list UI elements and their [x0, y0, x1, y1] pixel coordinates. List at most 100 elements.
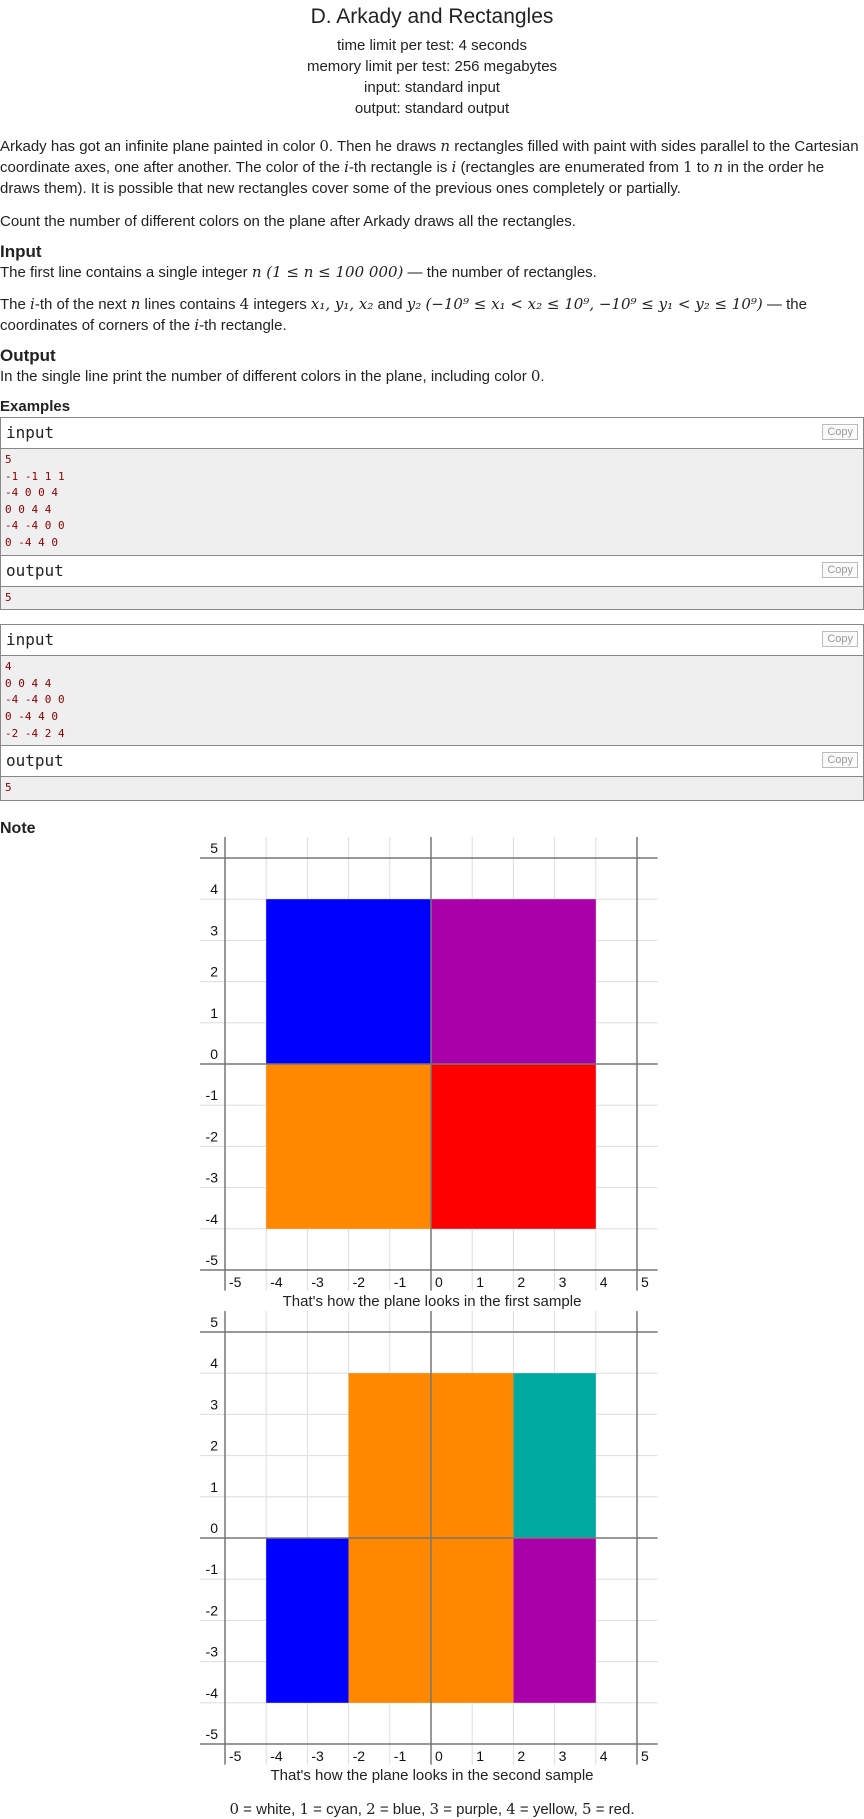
- text: lines contains: [140, 296, 240, 313]
- y-tick-label: 5: [210, 840, 218, 856]
- y-tick-label: -4: [206, 1685, 219, 1701]
- colored-rectangle: [513, 1538, 596, 1703]
- colored-rectangle: [266, 1538, 349, 1703]
- math: i: [194, 316, 200, 334]
- x-tick-label: -2: [353, 1748, 366, 1764]
- legend-text: = blue,: [375, 1801, 430, 1818]
- y-tick-label: -5: [206, 1726, 219, 1742]
- math: n: [713, 158, 724, 176]
- math: 1: [683, 158, 693, 176]
- examples-heading: Examples: [0, 398, 71, 415]
- colored-rectangle: [513, 1373, 596, 1538]
- legend-num: 4: [506, 1800, 516, 1818]
- copy-button[interactable]: Copy: [822, 561, 858, 578]
- memory-limit: memory limit per test: 256 megabytes: [306, 58, 558, 75]
- x-tick-label: -5: [229, 1274, 242, 1290]
- x-tick-label: -3: [311, 1274, 324, 1290]
- text: integers: [249, 296, 311, 313]
- legend-num: 5: [582, 1800, 592, 1818]
- copy-button[interactable]: Copy: [822, 424, 858, 440]
- example-1-input-header: input Copy: [1, 418, 863, 449]
- y-tick-label: 1: [210, 1479, 218, 1495]
- example-1-output-header: output Copy: [1, 555, 863, 587]
- x-tick-label: 3: [559, 1748, 567, 1764]
- example-2-input[interactable]: 4 0 0 4 4 -4 -4 0 0 0 -4 4 0 -2 -4 2 4: [1, 656, 863, 747]
- output-section: Output In the single line print the numb…: [0, 346, 864, 387]
- math: n: [440, 137, 451, 155]
- legend-text: = red.: [591, 1801, 635, 1818]
- text: Arkady has got an infinite plane painted…: [0, 138, 320, 155]
- x-tick-label: -4: [270, 1748, 283, 1764]
- y-tick-label: -2: [206, 1602, 219, 1618]
- text: (rectangles are enumerated from: [456, 159, 684, 176]
- legend-num: 0: [229, 1800, 240, 1818]
- input-heading: Input: [0, 242, 42, 261]
- y-tick-label: 1: [210, 1005, 218, 1021]
- example-2-output[interactable]: 5: [1, 777, 863, 800]
- input-label: input: [6, 423, 55, 442]
- math: i: [451, 158, 457, 176]
- color-legend: 0 = white, 1 = cyan, 2 = blue, 3 = purpl…: [0, 1800, 864, 1818]
- example-2-output-header: output Copy: [1, 746, 863, 778]
- y-tick-label: -5: [206, 1252, 219, 1268]
- colored-rectangle: [266, 1064, 431, 1229]
- math: y₂: [406, 295, 422, 313]
- input-section: Input The first line contains a single i…: [0, 242, 864, 336]
- note-heading: Note: [0, 820, 36, 837]
- problem-title: D. Arkady and Rectangles: [310, 5, 554, 28]
- legend-num: 3: [429, 1800, 440, 1818]
- x-tick-label: 5: [641, 1748, 649, 1764]
- copy-button[interactable]: Copy: [822, 631, 858, 648]
- example-1-output[interactable]: 5: [1, 586, 863, 610]
- y-tick-label: 3: [210, 1396, 218, 1412]
- y-tick-label: -1: [206, 1561, 219, 1577]
- legend-num: 2: [366, 1800, 376, 1818]
- x-tick-label: 4: [600, 1274, 608, 1290]
- x-tick-label: 2: [517, 1274, 525, 1290]
- caption-1: That's how the plane looks in the first …: [282, 1293, 582, 1310]
- x-tick-label: -2: [353, 1274, 366, 1290]
- example-2: input Copy 4 0 0 4 4 -4 -4 0 0 0 -4 4 0 …: [0, 624, 864, 801]
- y-tick-label: -3: [206, 1170, 219, 1186]
- math: i: [344, 158, 349, 176]
- text: and: [373, 296, 407, 313]
- y-tick-label: 0: [210, 1046, 218, 1062]
- x-tick-label: -1: [394, 1274, 407, 1290]
- statement: Arkady has got an infinite plane painted…: [0, 136, 864, 232]
- y-tick-label: 3: [210, 922, 218, 938]
- math: (−10⁹ ≤ x₁ < x₂ ≤ 10⁹, −10⁹ ≤ y₁ < y₂ ≤ …: [425, 295, 763, 313]
- time-limit: time limit per test: 4 seconds: [336, 37, 528, 54]
- legend-text: = white,: [239, 1801, 300, 1818]
- output-heading: Output: [0, 346, 56, 365]
- legend-text: = purple,: [439, 1801, 507, 1818]
- math: n: [130, 295, 141, 313]
- statement-paragraph-2: Count the number of different colors on …: [0, 213, 576, 230]
- math: 4: [239, 295, 250, 313]
- y-tick-label: -2: [206, 1128, 219, 1144]
- copy-button[interactable]: Copy: [822, 752, 858, 769]
- x-tick-label: 5: [641, 1274, 649, 1290]
- input-line-1: The first line contains a single integer…: [0, 262, 864, 283]
- math: 0: [319, 137, 329, 155]
- input-label: input: [6, 630, 55, 650]
- colored-rectangle: [266, 899, 431, 1064]
- output-text: In the single line print the number of d…: [0, 366, 864, 387]
- caption-2: That's how the plane looks in the second…: [270, 1767, 594, 1784]
- colored-rectangle: [431, 1064, 596, 1229]
- text: The first line contains a single integer: [0, 264, 252, 281]
- output-label: output: [6, 560, 64, 580]
- x-tick-label: 1: [476, 1748, 484, 1764]
- math: 0: [530, 367, 541, 385]
- text: — the number of rectangles.: [403, 264, 597, 281]
- x-tick-label: -1: [394, 1748, 407, 1764]
- y-tick-label: 5: [210, 1314, 218, 1330]
- example-1-input[interactable]: 5 -1 -1 1 1 -4 0 0 4 0 0 4 4 -4 -4 0 0 0…: [1, 449, 863, 556]
- x-tick-label: -5: [229, 1748, 242, 1764]
- text: rectangles filled with paint with sides …: [0, 138, 859, 176]
- text: . Then he draws: [328, 138, 441, 155]
- x-tick-label: 4: [600, 1748, 608, 1764]
- y-tick-label: 4: [210, 881, 218, 897]
- text: -th rectangle.: [199, 317, 287, 334]
- plane-plot-1: 5 4 3 2 1 0 -1 -2 -3 -4 -5 -5 -4 -3 -2 -1 0 1 2 3 4 5: [200, 837, 658, 1291]
- example-1: input Copy 5 -1 -1 1 1 -4 0 0 4 0 0 4 4 …: [0, 417, 864, 611]
